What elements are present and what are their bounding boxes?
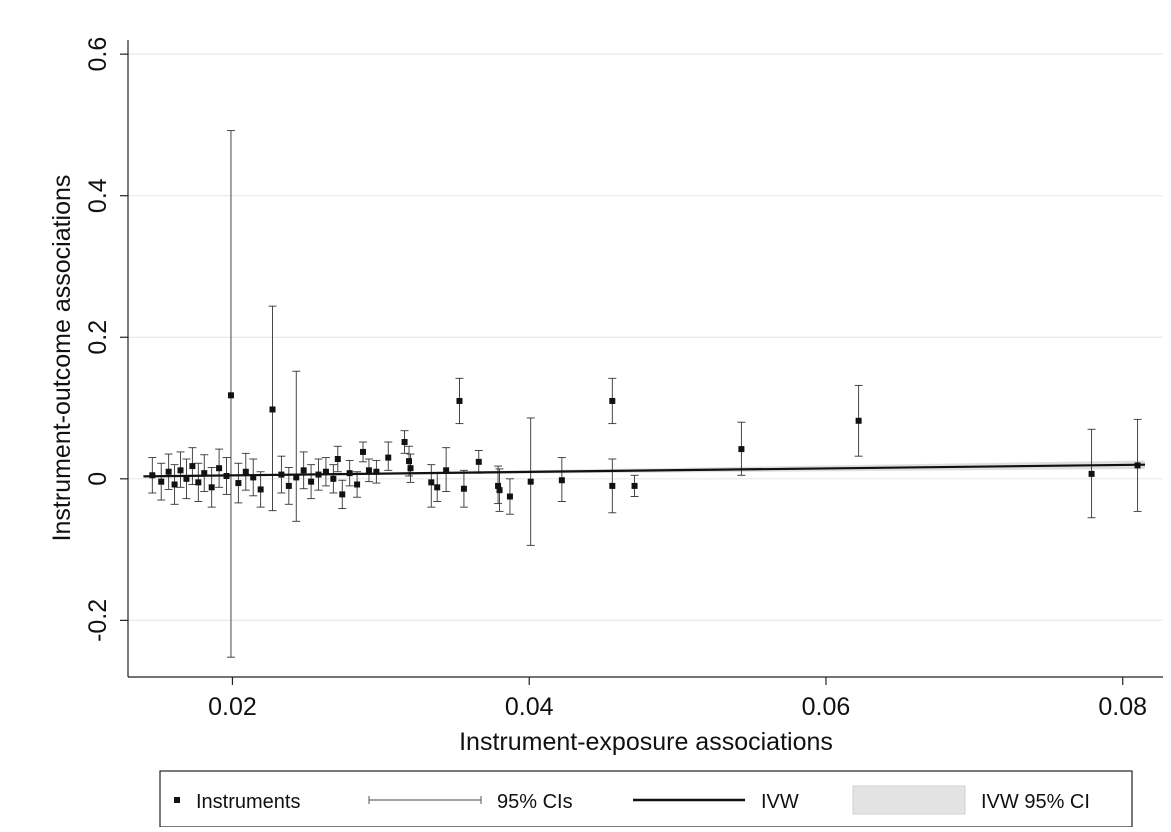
instrument-point — [189, 463, 196, 470]
axes — [127, 40, 1163, 678]
legend-ivw-ci-swatch — [852, 785, 966, 815]
instrument-point — [339, 491, 346, 498]
instrument-point — [195, 479, 202, 486]
instrument-point — [183, 475, 190, 482]
instrument-point — [365, 467, 372, 474]
instrument-point — [285, 482, 292, 489]
ivw-line — [143, 463, 1146, 478]
x-axis-label: Instrument-exposure associations — [459, 728, 833, 756]
y-tick-label: 0.2 — [84, 320, 112, 355]
instrument-point — [308, 478, 315, 485]
instrument-point — [527, 478, 534, 485]
instrument-point — [496, 487, 503, 494]
legend-ivw-label: IVW — [761, 791, 799, 813]
instrument-point — [293, 474, 300, 481]
instrument-point — [609, 482, 616, 489]
instrument-point — [227, 392, 234, 399]
instrument-point — [475, 458, 482, 465]
instrument-point — [855, 417, 862, 424]
instrument-point — [208, 484, 215, 491]
instrument-point — [149, 472, 156, 479]
instrument-point — [269, 406, 276, 413]
instrument-point — [1088, 470, 1095, 477]
legend-ivw-ci-label: IVW 95% CI — [981, 791, 1090, 813]
instrument-point — [216, 465, 223, 472]
instrument-point — [428, 479, 435, 486]
legend-instruments-label: Instruments — [196, 791, 300, 813]
legend: Instruments 95% CIs IVW IVW 95% CI — [159, 770, 1133, 828]
instrument-point — [322, 468, 329, 475]
instrument-point — [330, 475, 337, 482]
instrument-point — [158, 478, 165, 485]
instrument-point — [360, 448, 367, 455]
instrument-point — [456, 397, 463, 404]
instrument-point — [407, 465, 414, 472]
instrument-point — [300, 467, 307, 474]
instrument-point — [495, 482, 502, 489]
axis-ticks: -0.2 0 0.2 0.4 0.6 0.02 0.04 0.06 0.08 — [84, 37, 1147, 721]
instrument-point — [385, 454, 392, 461]
y-tick-label: -0.2 — [84, 599, 112, 642]
instrument-point — [235, 480, 242, 487]
instrument-point — [406, 458, 413, 465]
y-tick-label: 0 — [84, 472, 112, 486]
instrument-point — [373, 468, 380, 475]
y-tick-label: 0.6 — [84, 37, 112, 72]
instrument-point — [242, 468, 249, 475]
instrument-point — [631, 482, 638, 489]
instrument-point — [609, 397, 616, 404]
instrument-point — [334, 456, 341, 463]
legend-ci-symbol — [368, 796, 482, 804]
instrument-point — [223, 472, 230, 479]
instrument-point — [460, 485, 467, 492]
instrument-point — [738, 446, 745, 453]
grid-lines — [128, 53, 1163, 621]
instrument-point — [434, 484, 441, 491]
instrument-point — [346, 470, 353, 477]
instrument-point — [171, 481, 178, 488]
instrument-point — [506, 493, 513, 500]
instrument-points — [149, 392, 1141, 500]
x-tick-label: 0.02 — [208, 693, 257, 721]
instrument-point — [278, 471, 285, 478]
instrument-point — [558, 477, 565, 484]
x-tick-label: 0.08 — [1098, 693, 1147, 721]
instrument-point — [250, 474, 257, 481]
instrument-point — [165, 468, 172, 475]
y-tick-label: 0.4 — [84, 178, 112, 213]
x-tick-label: 0.04 — [505, 693, 554, 721]
instrument-point — [401, 439, 408, 446]
instrument-point — [443, 467, 450, 474]
instrument-point — [315, 471, 322, 478]
legend-instruments-marker — [174, 797, 180, 803]
instrument-point — [177, 467, 184, 474]
x-tick-label: 0.06 — [802, 693, 851, 721]
instrument-point — [201, 470, 208, 477]
instrument-point — [257, 486, 264, 493]
legend-ci-label: 95% CIs — [497, 791, 573, 813]
instrument-point — [1134, 462, 1141, 469]
ivw-line-layer — [143, 463, 1146, 478]
y-axis-label: Instrument-outcome associations — [48, 175, 76, 542]
instrument-point — [354, 481, 361, 488]
